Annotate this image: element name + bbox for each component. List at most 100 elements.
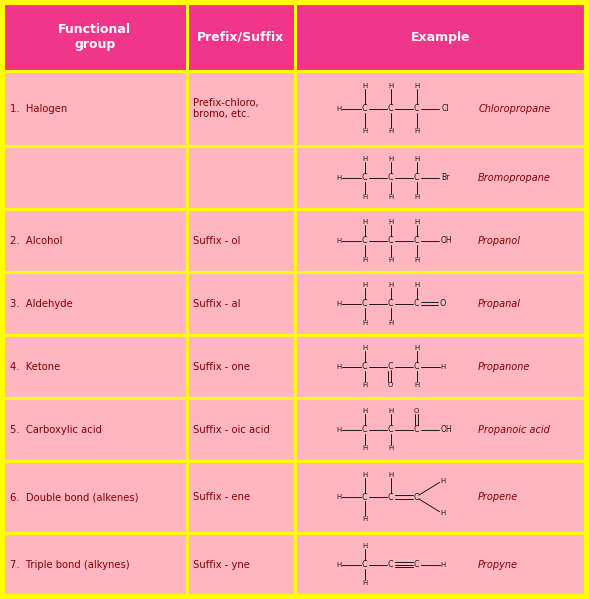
Text: H: H <box>336 494 342 500</box>
Text: Bromopropane: Bromopropane <box>478 173 551 183</box>
Bar <box>3 533 187 596</box>
Text: H: H <box>336 301 342 307</box>
Text: C: C <box>414 560 419 569</box>
Text: H: H <box>362 446 368 452</box>
Text: H: H <box>440 478 445 484</box>
Text: H: H <box>362 193 368 199</box>
Bar <box>3 3 187 71</box>
Text: H: H <box>336 426 342 432</box>
Bar <box>294 533 586 596</box>
Text: C: C <box>362 173 368 182</box>
Text: Propene: Propene <box>478 492 518 502</box>
Text: H: H <box>362 219 368 225</box>
Text: C: C <box>414 299 419 308</box>
Text: H: H <box>362 383 368 389</box>
Bar <box>294 3 586 71</box>
Text: Cl: Cl <box>441 104 449 113</box>
Bar <box>3 272 187 335</box>
Text: H: H <box>388 156 393 162</box>
Text: 7.  Triple bond (alkynes): 7. Triple bond (alkynes) <box>10 559 130 570</box>
Text: H: H <box>440 364 445 370</box>
Bar <box>3 335 187 398</box>
Text: H: H <box>388 473 393 479</box>
Text: H: H <box>362 408 368 414</box>
Text: O: O <box>414 408 419 414</box>
Text: H: H <box>362 83 368 89</box>
Text: Propanol: Propanol <box>478 235 521 246</box>
Text: Br: Br <box>441 173 449 182</box>
Bar <box>3 461 187 533</box>
Text: C: C <box>362 104 368 113</box>
Text: C: C <box>414 492 419 501</box>
Text: C: C <box>414 362 419 371</box>
Text: O: O <box>388 383 393 389</box>
Text: Propanoic acid: Propanoic acid <box>478 425 550 434</box>
Text: H: H <box>388 408 393 414</box>
Text: H: H <box>336 175 342 181</box>
Text: C: C <box>388 425 393 434</box>
Bar <box>187 71 294 146</box>
Text: C: C <box>414 236 419 245</box>
Text: H: H <box>362 344 368 350</box>
Bar <box>187 533 294 596</box>
Text: H: H <box>362 516 368 522</box>
Text: Suffix - ol: Suffix - ol <box>193 235 240 246</box>
Text: C: C <box>388 173 393 182</box>
Text: H: H <box>362 256 368 262</box>
Text: H: H <box>336 561 342 567</box>
Text: H: H <box>414 156 419 162</box>
Bar <box>187 461 294 533</box>
Text: H: H <box>388 128 393 134</box>
Text: 2.  Alcohol: 2. Alcohol <box>10 235 62 246</box>
Bar <box>187 146 294 209</box>
Text: H: H <box>414 193 419 199</box>
Bar <box>187 3 294 71</box>
Text: H: H <box>362 543 368 549</box>
Text: H: H <box>388 83 393 89</box>
Text: H: H <box>362 128 368 134</box>
Text: H: H <box>388 193 393 199</box>
Text: C: C <box>388 236 393 245</box>
Bar <box>3 209 187 272</box>
Text: Example: Example <box>411 31 470 44</box>
Text: C: C <box>362 362 368 371</box>
Text: H: H <box>414 83 419 89</box>
Bar <box>294 209 586 272</box>
Text: OH: OH <box>441 236 452 245</box>
Text: Prefix-chloro,
bromo, etc.: Prefix-chloro, bromo, etc. <box>193 98 258 119</box>
Bar <box>294 272 586 335</box>
Bar <box>187 335 294 398</box>
Text: C: C <box>388 362 393 371</box>
Text: C: C <box>362 425 368 434</box>
Text: Suffix - al: Suffix - al <box>193 299 240 308</box>
Text: H: H <box>414 282 419 288</box>
Text: H: H <box>388 219 393 225</box>
Text: Chloropropane: Chloropropane <box>478 104 551 114</box>
Text: Suffix - yne: Suffix - yne <box>193 559 249 570</box>
Text: H: H <box>362 473 368 479</box>
Text: H: H <box>414 256 419 262</box>
Text: H: H <box>388 446 393 452</box>
Text: 5.  Carboxylic acid: 5. Carboxylic acid <box>10 425 102 434</box>
Text: H: H <box>336 105 342 111</box>
Text: Suffix - oic acid: Suffix - oic acid <box>193 425 269 434</box>
Text: Propyne: Propyne <box>478 559 518 570</box>
Text: H: H <box>414 344 419 350</box>
Bar <box>3 71 187 146</box>
Text: Propanal: Propanal <box>478 299 521 308</box>
Text: C: C <box>414 104 419 113</box>
Bar <box>294 335 586 398</box>
Text: H: H <box>414 128 419 134</box>
Bar <box>187 398 294 461</box>
Bar <box>3 146 187 209</box>
Text: C: C <box>388 299 393 308</box>
Text: H: H <box>440 510 445 516</box>
Text: 1.  Halogen: 1. Halogen <box>10 104 67 114</box>
Text: H: H <box>414 383 419 389</box>
Text: H: H <box>388 256 393 262</box>
Text: H: H <box>440 561 445 567</box>
Text: H: H <box>388 282 393 288</box>
Text: O: O <box>439 299 446 308</box>
Text: C: C <box>414 173 419 182</box>
Text: H: H <box>362 156 368 162</box>
